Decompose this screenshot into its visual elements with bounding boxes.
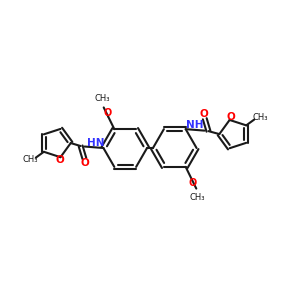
Text: CH₃: CH₃: [22, 155, 38, 164]
Text: HN: HN: [87, 138, 104, 148]
Text: CH₃: CH₃: [190, 193, 206, 202]
Text: CH₃: CH₃: [94, 94, 110, 103]
Text: O: O: [55, 155, 64, 165]
Text: O: O: [199, 109, 208, 119]
Text: O: O: [103, 108, 112, 118]
Text: O: O: [188, 178, 196, 188]
Text: O: O: [80, 158, 89, 168]
Text: NH: NH: [186, 120, 203, 130]
Text: CH₃: CH₃: [252, 113, 268, 122]
Text: O: O: [226, 112, 235, 122]
